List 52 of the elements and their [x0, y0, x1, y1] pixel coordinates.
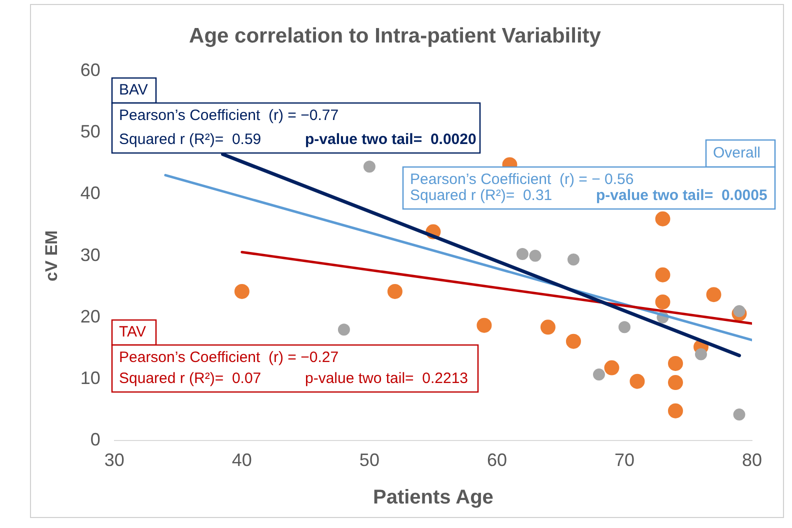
point — [655, 211, 670, 226]
text: TAV — [119, 324, 146, 341]
annotation: p-value two tail= 0.0005 — [596, 187, 768, 204]
x-tick-label: 40 — [232, 450, 252, 470]
annotation: Pearson’s Coefficient (r) = −0.27 — [119, 349, 339, 366]
x-tick-label: 70 — [614, 450, 634, 470]
y-tick-label: 10 — [80, 368, 100, 388]
y-tick-label: 60 — [80, 60, 100, 80]
point — [234, 284, 250, 299]
point — [540, 320, 556, 335]
annotation: p-value two tail= 0.2213 — [305, 370, 468, 388]
point — [387, 284, 402, 299]
text: BAV — [119, 82, 148, 99]
x-tick-label: 80 — [742, 450, 762, 470]
point — [363, 160, 376, 173]
x-tick-label: 50 — [359, 450, 380, 470]
point — [668, 375, 683, 390]
point — [516, 248, 528, 260]
y-tick-label: 30 — [80, 244, 100, 265]
x-tick-label: 60 — [486, 450, 507, 470]
y-tick-label: 50 — [80, 122, 100, 142]
annotation: p-value two tail= 0.0020 — [305, 131, 476, 148]
point — [630, 374, 645, 389]
point — [476, 318, 492, 333]
text: Overall — [713, 144, 761, 162]
annotation: Pearson’s Coefficient (r) = − 0.56 — [410, 171, 634, 188]
point — [618, 321, 630, 334]
point — [529, 250, 542, 262]
annotation: Pearson’s Coefficient (r) = −0.77 — [119, 107, 339, 124]
x-axis-title: Patients Age — [373, 486, 494, 509]
point — [338, 324, 350, 336]
point — [566, 334, 581, 349]
y-axis-title: cV EM — [42, 230, 61, 282]
x-tick-label: 30 — [104, 450, 124, 470]
annotation: Squared r (R²)= 0.31 — [410, 187, 552, 204]
y-tick-label: 20 — [80, 306, 100, 326]
point — [668, 403, 683, 418]
point — [733, 305, 746, 318]
point — [694, 348, 707, 360]
y-tick-label: 0 — [90, 429, 100, 450]
point — [604, 360, 620, 376]
point — [668, 356, 683, 371]
annotation: Squared r (R²)= 0.07 — [119, 370, 262, 388]
point — [567, 253, 580, 266]
y-tick-label: 40 — [80, 183, 100, 204]
chart-title: Age correlation to Intra-patient Variability — [189, 24, 602, 48]
annotation: Squared r (R²)= 0.59 — [119, 131, 262, 148]
point — [706, 287, 722, 302]
point — [733, 408, 746, 421]
point — [655, 294, 670, 310]
point — [592, 368, 605, 381]
point — [655, 267, 670, 282]
